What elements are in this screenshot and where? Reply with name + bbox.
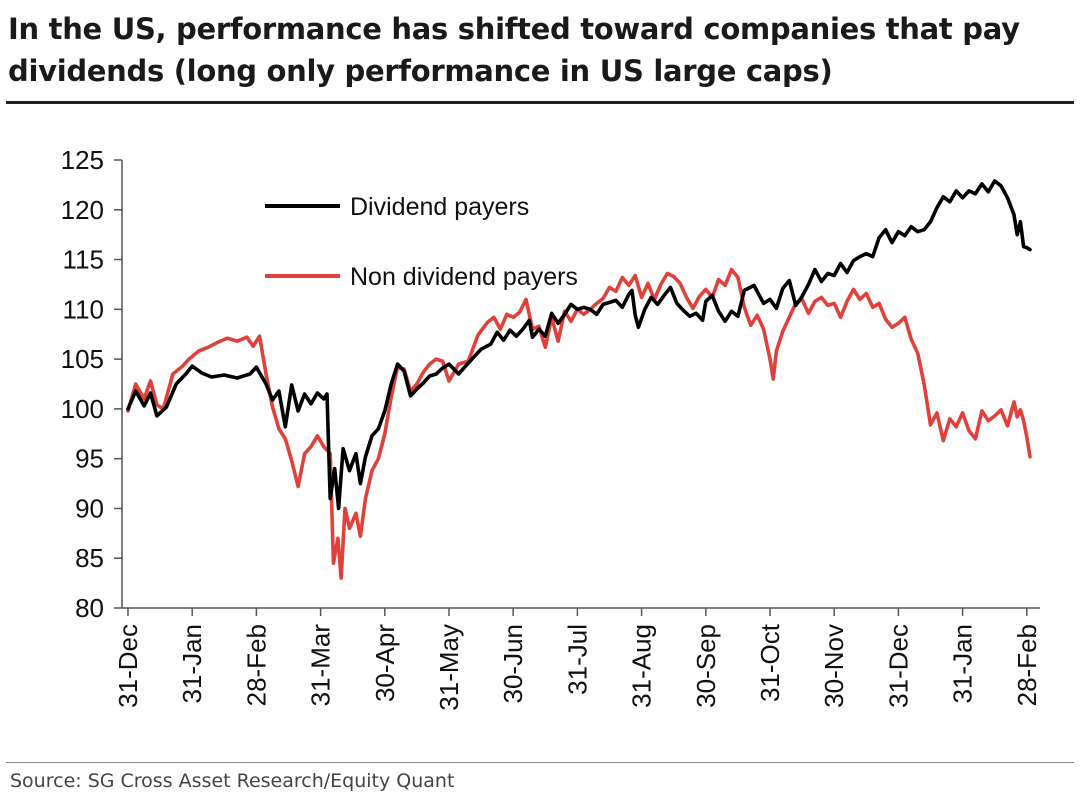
x-tick-label: 31-Oct: [755, 623, 785, 702]
x-tick-label: 30-Sep: [691, 624, 721, 708]
x-tick-label: 31-Aug: [627, 624, 657, 708]
series-group: [126, 179, 1032, 580]
x-tick-label: 31-Mar: [306, 624, 336, 707]
y-tick-label: 125: [61, 145, 104, 175]
y-tick-label: 90: [75, 493, 104, 523]
x-tick-label: 30-Apr: [370, 624, 400, 702]
series-line-non-dividend-payers: [126, 267, 1032, 580]
x-tick-label: 31-Dec: [883, 624, 913, 708]
x-tick-label: 31-Jul: [562, 624, 592, 695]
x-tick-label: 30-Jun: [498, 624, 528, 704]
y-tick-label: 110: [63, 294, 104, 324]
y-tick-label: 100: [61, 394, 104, 424]
y-tick-label: 85: [75, 543, 104, 573]
x-tick-label: 30-Nov: [819, 624, 849, 708]
series-line-dividend-payers: [126, 179, 1032, 511]
x-tick-label: 31-Dec: [113, 624, 143, 708]
legend-label: Dividend payers: [350, 193, 529, 221]
legend: Dividend payers Non dividend payers: [265, 193, 578, 291]
chart-svg: 80 85 90 95 100 105 110 115 120 125 31-Dec 31-Jan 28…: [61, 145, 1042, 711]
legend-label: Non dividend payers: [350, 263, 578, 291]
source-divider: [6, 762, 1074, 763]
line-chart: 80 85 90 95 100 105 110 115 120 125 31-Dec 31-Jan 28…: [0, 110, 1080, 758]
y-tick-label: 115: [63, 245, 104, 275]
x-tick-label: 31-Jan: [177, 624, 207, 704]
x-tick-label: 31-Jan: [948, 624, 978, 704]
x-tick-label: 28-Feb: [241, 624, 271, 706]
y-tick-label: 80: [75, 593, 104, 623]
chart-title: In the US, performance has shifted towar…: [8, 12, 1020, 88]
y-tick-label: 120: [61, 195, 104, 225]
y-tick-label: 105: [61, 344, 104, 374]
title-divider: [6, 101, 1074, 104]
y-tick-label: 95: [75, 444, 104, 474]
source-note: Source: SG Cross Asset Research/Equity Q…: [10, 770, 455, 792]
x-tick-label: 28-Feb: [1012, 624, 1042, 706]
axes-group: 80 85 90 95 100 105 110 115 120 125 31-Dec 31-Jan 28…: [61, 145, 1042, 711]
x-tick-label: 31-May: [434, 624, 464, 711]
